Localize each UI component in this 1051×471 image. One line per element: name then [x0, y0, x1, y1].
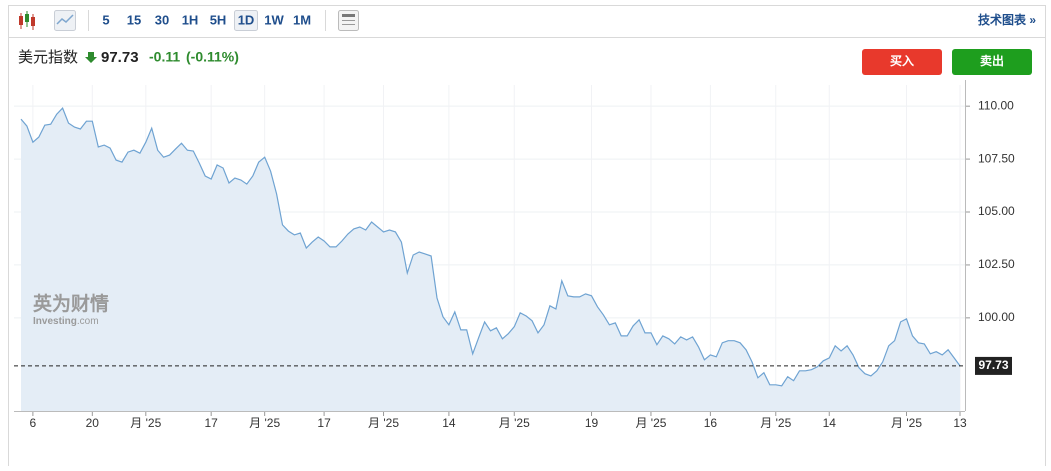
tech-chart-link[interactable]: 技术图表 » — [978, 12, 1036, 27]
change: -0.11 — [149, 49, 180, 65]
interval-button[interactable]: 5 — [102, 12, 109, 27]
x-tick-label: 16 — [704, 416, 718, 430]
x-tick-label: 14 — [442, 416, 456, 430]
x-tick-label: 17 — [204, 416, 218, 430]
y-tick-label: 110.00 — [978, 98, 1014, 112]
change-pct: (-0.11%) — [186, 49, 239, 65]
area — [21, 108, 960, 411]
x-tick-label: 14 — [823, 416, 837, 430]
price: 97.73 — [101, 49, 139, 66]
interval-button[interactable]: 1D — [238, 12, 255, 27]
watermark-brand: Investing.com — [33, 316, 99, 327]
table-icon[interactable] — [338, 10, 359, 31]
x-tick-label: 月 '25 — [249, 416, 280, 430]
y-tick-label: 105.00 — [978, 204, 1015, 218]
y-tick-label: 100.00 — [978, 310, 1015, 324]
line-chart-icon[interactable] — [54, 10, 76, 31]
y-tick-label: 107.50 — [978, 151, 1015, 165]
last-value-box — [975, 356, 1012, 375]
x-tick-label: 月 '25 — [760, 416, 791, 430]
watermark-brand: Investing — [33, 316, 77, 327]
down-arrow — [85, 52, 97, 63]
watermark-suffix: .com — [77, 316, 99, 327]
x-tick-label: 13 — [953, 416, 967, 430]
interval-active[interactable] — [234, 10, 258, 31]
x-tick-label: 月 '25 — [635, 416, 666, 430]
interval-button[interactable]: 1W — [264, 12, 284, 27]
buy-button[interactable] — [862, 49, 942, 75]
x-tick-label: 月 '25 — [368, 416, 399, 430]
sell-label[interactable]: 卖出 — [980, 53, 1004, 68]
x-tick-label: 20 — [86, 416, 100, 430]
instrument-name: 美元指数 — [18, 49, 78, 66]
x-tick-label: 6 — [30, 416, 37, 430]
interval-button[interactable]: 15 — [127, 12, 141, 27]
frame — [8, 5, 1046, 471]
interval-button[interactable]: 1H — [182, 12, 199, 27]
interval-button[interactable]: 5H — [210, 12, 227, 27]
watermark-cn: 英为财情 — [33, 292, 109, 315]
x-tick-label: 17 — [317, 416, 331, 430]
x-tick-label: 月 '25 — [130, 416, 161, 430]
y-tick-label: 102.50 — [978, 257, 1015, 271]
buy-label[interactable]: 买入 — [890, 54, 914, 68]
last-value-label: 97.73 — [978, 358, 1008, 372]
plot: 100.00 102.50 105.00 107.50 110.00 6 20 月 '25 17… — [14, 80, 1015, 430]
interval-button[interactable]: 1M — [293, 12, 311, 27]
interval-button[interactable]: 30 — [155, 12, 169, 27]
price-line — [20, 107, 961, 387]
x-tick-label: 19 — [585, 416, 599, 430]
sell-button[interactable] — [952, 49, 1032, 75]
candle-icon[interactable] — [19, 11, 35, 30]
x-tick-label: 月 '25 — [499, 416, 530, 430]
x-tick-label: 月 '25 — [891, 416, 922, 430]
